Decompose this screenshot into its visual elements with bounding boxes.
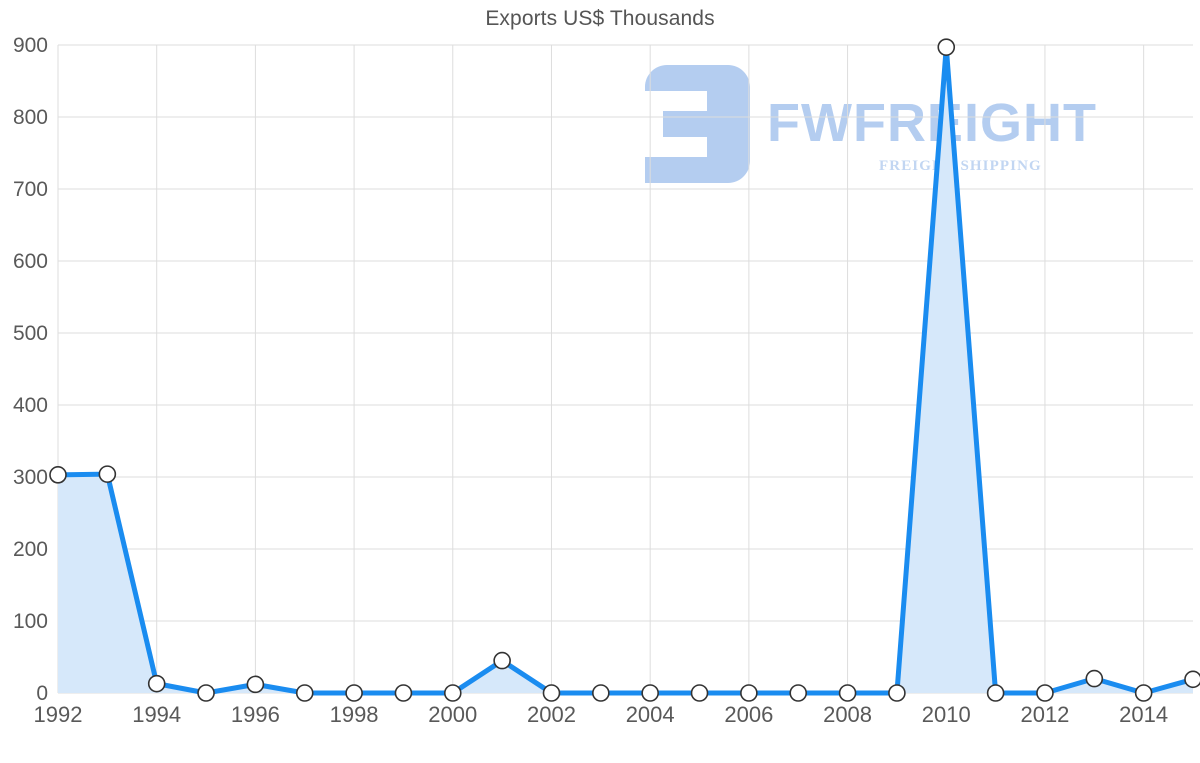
data-point-marker[interactable] (838, 684, 857, 702)
x-axis-tick-label: 2004 (625, 702, 675, 727)
data-point-marker[interactable] (246, 675, 265, 694)
data-point-marker[interactable] (443, 684, 462, 702)
chart-title: Exports US$ Thousands (485, 7, 715, 30)
y-axis-tick-label: 300 (12, 466, 48, 489)
data-point-marker[interactable] (1134, 684, 1153, 702)
data-point-marker[interactable] (493, 651, 511, 670)
y-axis-tick-label: 100 (12, 610, 48, 633)
x-axis-tick-label: 2008 (823, 702, 873, 727)
data-point-marker[interactable] (986, 684, 1005, 702)
data-point-marker[interactable] (49, 466, 67, 484)
x-axis-tick-label: 1996 (230, 702, 280, 727)
x-axis-tick-label: 2000 (428, 702, 478, 727)
x-axis-tick-label: 2002 (526, 702, 576, 727)
y-axis-tick-label: 900 (12, 34, 48, 57)
data-point-marker[interactable] (147, 674, 166, 693)
data-point-marker[interactable] (789, 684, 808, 702)
horizontal-gridlines (58, 44, 1193, 694)
data-point-marker[interactable] (197, 684, 215, 702)
data-point-marker[interactable] (690, 684, 709, 702)
data-point-marker[interactable] (1085, 669, 1104, 688)
x-axis-tick-label: 1994 (132, 702, 182, 727)
y-axis-tick-label: 200 (12, 538, 48, 561)
x-axis-tick-label: 1992 (33, 702, 83, 727)
data-point-marker[interactable] (592, 684, 610, 702)
area-fill (58, 47, 1193, 694)
data-point-marker[interactable] (1184, 670, 1200, 689)
y-axis-tick-label: 400 (12, 394, 48, 417)
data-point-marker[interactable] (937, 38, 956, 56)
data-point-marker[interactable] (295, 684, 314, 702)
data-line (55, 44, 1196, 696)
y-axis-tick-label: 800 (12, 106, 48, 129)
data-point-marker[interactable] (740, 684, 758, 702)
data-point-marker[interactable] (542, 684, 561, 702)
data-point-marker[interactable] (641, 684, 659, 702)
y-axis-tick-label: 700 (12, 178, 48, 201)
data-point-markers (49, 38, 1200, 702)
data-point-marker[interactable] (98, 465, 117, 483)
x-axis-tick-label: 2012 (1020, 702, 1070, 727)
y-axis-tick-label: 600 (12, 250, 48, 273)
y-axis-tick-label: 0 (36, 682, 48, 705)
x-axis-tick-label: 2014 (1119, 702, 1169, 727)
data-point-marker[interactable] (345, 684, 363, 702)
data-point-marker[interactable] (1036, 684, 1054, 702)
x-axis-tick-label: 1998 (329, 702, 379, 727)
data-point-marker[interactable] (888, 684, 906, 702)
data-point-marker[interactable] (394, 684, 413, 702)
x-axis-tick-label: 2006 (724, 702, 774, 727)
x-axis-tick-label: 2010 (921, 702, 971, 727)
y-axis-tick-label: 500 (12, 322, 48, 345)
